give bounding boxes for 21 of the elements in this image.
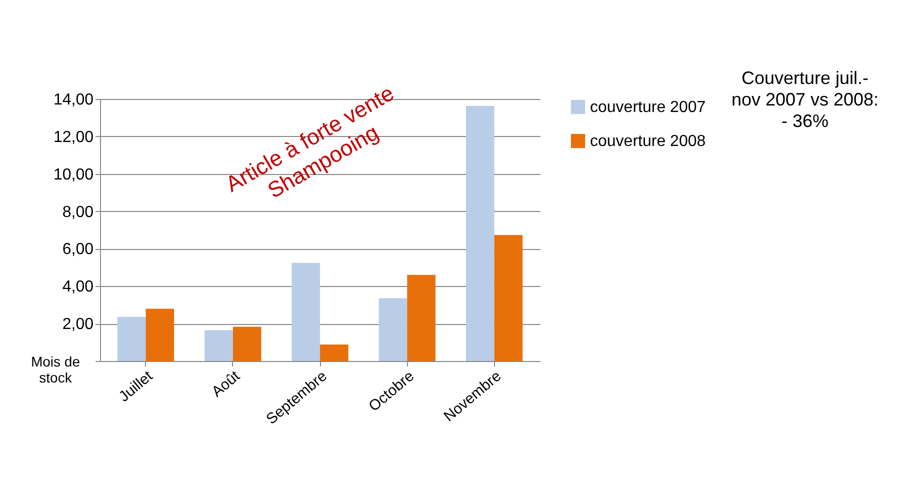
legend-label: couverture 2008 [590,133,706,150]
y-tick-label: 2,00 [62,316,94,334]
bar [320,344,348,361]
bar [117,316,146,361]
bar [494,235,523,361]
bar [204,330,233,361]
bar [146,308,174,361]
y-tick-label: 12,00 [53,128,94,146]
y-tick-label: 4,00 [62,278,94,296]
bar [466,106,494,361]
y-tick-label: 8,00 [62,204,94,221]
y-axis-title: Mois de stock [30,354,80,386]
bar [407,274,436,361]
text: Couverture juil.- nov 2007 vs 2008: - 36% [731,68,879,132]
y-tick-label: 6,00 [62,241,94,258]
legend-label: couverture 2007 [590,99,706,116]
bar [232,326,262,361]
y-tick-label: 14,00 [53,92,94,108]
bar [292,262,320,361]
bar [378,298,408,361]
y-tick-label: 10,00 [53,166,94,184]
